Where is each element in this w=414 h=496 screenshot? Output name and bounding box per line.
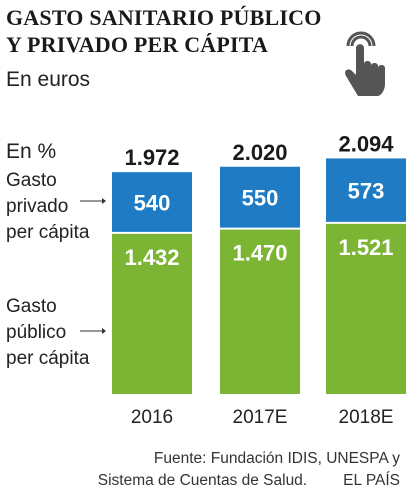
data-label-privado-2017E: 550 (242, 186, 279, 211)
bar-publico-2016 (112, 232, 192, 394)
data-label-publico-2017E: 1.470 (232, 241, 287, 266)
chart-title: GASTO SANITARIO PÚBLICO Y PRIVADO PER CÁ… (6, 5, 322, 57)
data-label-total-2016: 1.972 (124, 145, 179, 170)
bar-privado-2016 (112, 172, 192, 233)
data-label-publico-2018E: 1.521 (338, 235, 393, 260)
data-label-total-2018E: 2.094 (338, 131, 394, 156)
legend-arrow-privado (80, 198, 106, 204)
source-line-1: Fuente: Fundación IDIS, UNESPA y (153, 450, 400, 467)
data-label-publico-2016: 1.432 (124, 245, 179, 270)
stacked-bar-chart: 540 1.432 1.972 2016 550 1.470 2.020 2017E 573 1.… (112, 131, 406, 428)
legend-label-privado: Gasto privado per cápita (6, 170, 90, 243)
data-label-privado-2016: 540 (134, 191, 171, 216)
legend-arrow-publico (80, 328, 106, 334)
data-label-total-2017E: 2.020 (232, 140, 287, 165)
source-note: Fuente: Fundación IDIS, UNESPA y Sistema… (40, 448, 400, 492)
unit-label: En % (6, 140, 57, 163)
source-line-2: Sistema de Cuentas de Salud. (97, 472, 308, 489)
publisher-label: EL PAÍS (343, 472, 400, 489)
legend-label-publico: Gasto público per cápita (6, 296, 90, 369)
bar-privado-2017E (220, 166, 300, 229)
x-tick-label-2018E: 2018E (339, 407, 394, 428)
bar-privado-2018E (326, 158, 406, 223)
x-tick-label-2016: 2016 (131, 407, 173, 428)
bar-publico-2018E (326, 222, 406, 394)
data-label-privado-2018E: 573 (348, 179, 385, 204)
bar-publico-2017E (220, 228, 300, 394)
chart-subtitle: En euros (6, 68, 91, 91)
x-tick-label-2017E: 2017E (233, 407, 288, 428)
pointing-hand-touch-icon (345, 31, 385, 96)
